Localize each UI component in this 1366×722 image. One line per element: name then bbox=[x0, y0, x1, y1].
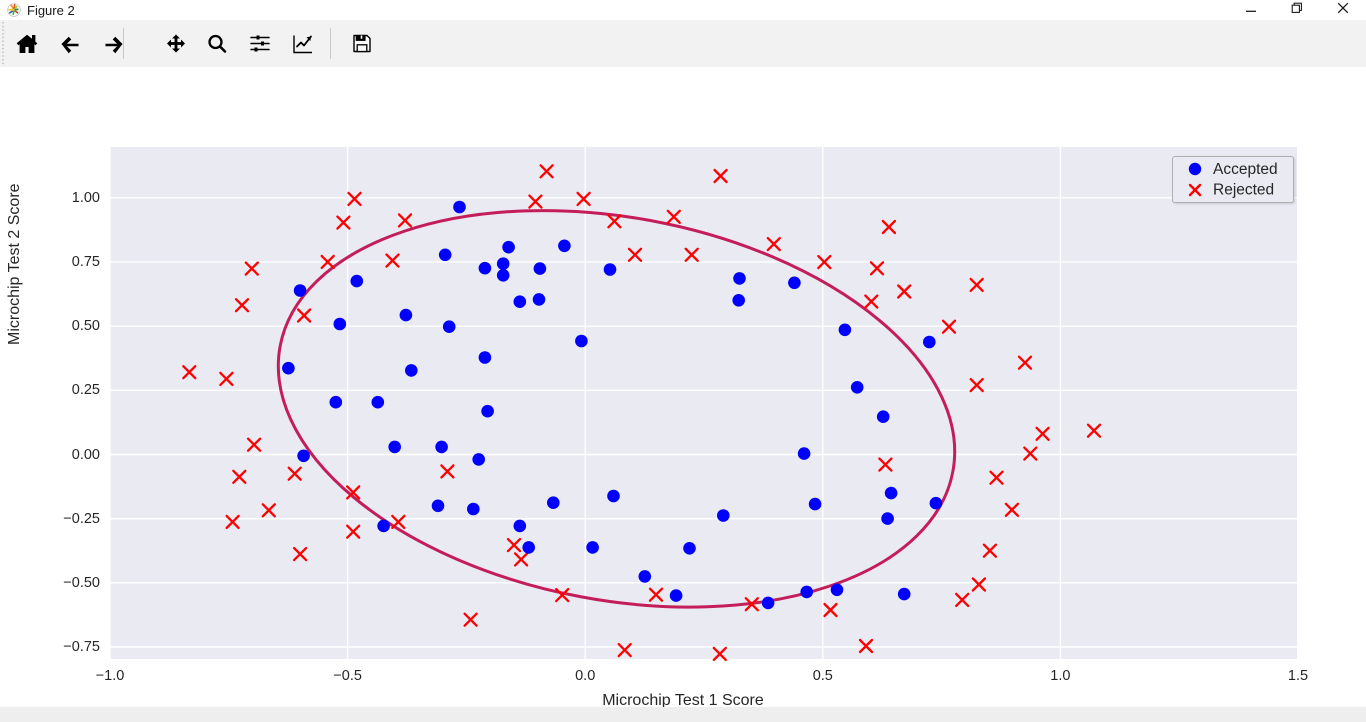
svg-text:Rejected: Rejected bbox=[1213, 181, 1274, 198]
svg-text:Accepted: Accepted bbox=[1213, 161, 1278, 178]
